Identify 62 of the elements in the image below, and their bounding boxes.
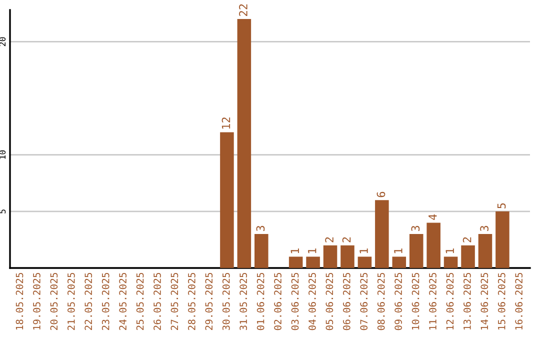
bar: [392, 256, 406, 268]
x-tick-label: 11.06.2025: [429, 272, 436, 330]
x-tick-label: 04.06.2025: [308, 272, 316, 330]
x-tick-label: 07.06.2025: [360, 272, 368, 330]
x-tick-label: 05.06.2025: [326, 272, 334, 330]
x-tick-label: 16.06.2025: [515, 272, 523, 330]
data-label: 1: [446, 248, 454, 254]
x-tick-label: 14.06.2025: [480, 272, 488, 330]
data-label: 2: [325, 237, 334, 242]
x-tick-label: 18.05.2025: [16, 272, 24, 330]
x-tick-label: 25.05.2025: [136, 272, 144, 330]
x-tick-label: 28.05.2025: [188, 272, 196, 330]
bar: [461, 245, 475, 268]
bar: [426, 222, 440, 268]
bar: [288, 256, 303, 268]
bar: [375, 200, 389, 268]
data-label: 6: [376, 192, 386, 198]
data-label: 1: [308, 248, 316, 254]
bar: [444, 256, 458, 268]
x-tick-label: 31.05.2025: [240, 272, 248, 330]
data-label: 4: [428, 214, 437, 220]
bar: [220, 132, 234, 268]
x-tick-label: 20.05.2025: [50, 272, 58, 330]
bar: [496, 211, 510, 268]
data-label: 2: [462, 237, 472, 242]
data-label: 1: [290, 248, 299, 254]
x-tick-label: 06.06.2025: [342, 272, 350, 330]
x-tick-label: 13.06.2025: [464, 272, 471, 330]
x-tick-label: 29.05.2025: [205, 272, 213, 330]
x-tick-label: 15.06.2025: [498, 272, 506, 330]
x-tick-label: 12.06.2025: [446, 272, 454, 330]
data-label: 12: [222, 118, 230, 129]
data-label: 22: [239, 4, 248, 16]
bar: [306, 256, 320, 268]
x-tick-label: 08.06.2025: [377, 272, 385, 330]
data-label: 1: [360, 248, 368, 254]
x-tick-label: 01.06.2025: [256, 272, 264, 330]
x-tick-label: 22.05.2025: [84, 272, 92, 330]
bar: [478, 234, 492, 268]
x-tick-label: 03.06.2025: [291, 272, 299, 330]
bar: [323, 245, 338, 268]
bar: [409, 234, 424, 268]
data-label: 3: [411, 226, 420, 232]
data-label: 2: [342, 237, 351, 242]
data-label: 3: [256, 226, 265, 232]
x-tick-label: 30.05.2025: [222, 272, 230, 330]
x-tick-label: 19.05.2025: [33, 272, 40, 330]
x-tick-label: 09.06.2025: [394, 272, 402, 330]
bar: [340, 245, 354, 268]
x-tick-label: 02.06.2025: [274, 272, 282, 330]
bar: [254, 234, 268, 268]
x-tick-label: 21.05.2025: [67, 272, 75, 330]
bar: [358, 256, 372, 268]
data-label: 3: [480, 226, 488, 232]
bar: [237, 19, 252, 268]
x-tick-label: 24.05.2025: [119, 272, 126, 330]
x-tick-label: 26.05.2025: [154, 272, 161, 330]
x-tick-label: 27.05.2025: [170, 272, 178, 330]
x-tick-label: 23.05.2025: [102, 272, 110, 330]
data-label: 1: [394, 248, 402, 254]
data-label: 5: [497, 203, 506, 208]
x-tick-label: 10.06.2025: [412, 272, 420, 330]
